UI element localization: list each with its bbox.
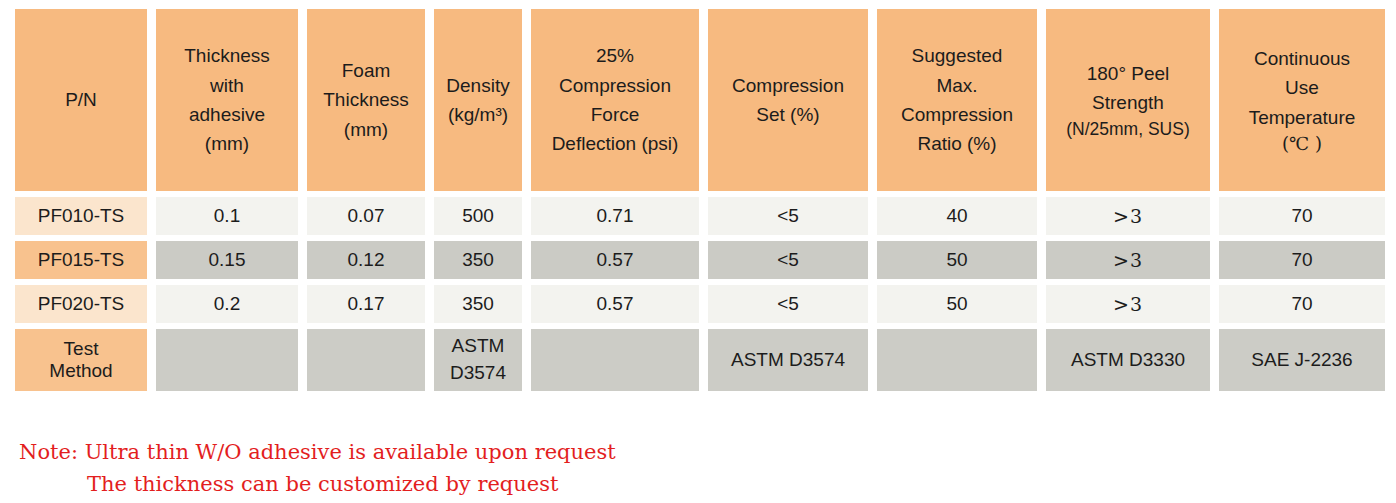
header-label: P/N [65,85,97,114]
cell-value: <5 [777,249,799,271]
test-method-density: ASTM D3574 [434,329,522,391]
row-pf020-foam-thickness: 0.17 [307,285,425,323]
row-pf010-pn-cell: PF010-TS [15,197,147,235]
row-pf015-foam-thickness: 0.12 [307,241,425,279]
cell-value: 0.57 [597,249,634,271]
cell-value: >3 [1113,205,1143,227]
row-pf020-compression-set: <5 [708,285,868,323]
row-pf020-pn-cell: PF020-TS [15,285,147,323]
footnote-line-1: Note: Ultra thin W/O adhesive is availab… [19,436,616,468]
cell-value: >3 [1113,249,1143,271]
row-pf015-peel-strength: >3 [1046,241,1210,279]
cell-value: 40 [946,205,967,227]
header-sublabel: (N/25mm, SUS) [1066,118,1189,142]
footnote-line-2: The thickness can be customized by reque… [19,468,616,500]
header-label: Continuous Use Temperature [1249,44,1356,132]
spec-table: P/N Thickness with adhesive (mm) Foam Th… [15,9,1385,391]
row-pf015-max-compression-ratio: 50 [877,241,1037,279]
cell-value: ASTM D3574 [450,333,506,386]
row-pf015-temperature: 70 [1219,241,1385,279]
cell-value: 0.07 [348,205,385,227]
header-label: 180° Peel Strength [1087,59,1170,118]
header-cell-thickness-with-adhesive: Thickness with adhesive (mm) [156,9,298,191]
header-label: Suggested Max. Compression Ratio (%) [901,41,1013,159]
row-pf010-density: 500 [434,197,522,235]
header-cell-compression-force-deflection: 25% Compression Force Deflection (psi) [531,9,699,191]
row-pf020-temperature: 70 [1219,285,1385,323]
row-pf010-compression-set: <5 [708,197,868,235]
test-method-foam-thickness [307,329,425,391]
row-pf010-cfd: 0.71 [531,197,699,235]
header-label: Foam Thickness (mm) [323,56,409,144]
header-label: Compression Set (%) [732,71,844,130]
test-method-label: Test Method [49,338,112,382]
header-cell-pn: P/N [15,9,147,191]
cell-value: 70 [1291,205,1312,227]
row-pf010-temperature: 70 [1219,197,1385,235]
header-cell-density: Density (kg/m³) [434,9,522,191]
test-method-compression-set: ASTM D3574 [708,329,868,391]
row-pf020-peel-strength: >3 [1046,285,1210,323]
cell-value: 0.17 [348,293,385,315]
cell-value: 350 [462,293,494,315]
cell-value: SAE J-2236 [1251,347,1352,374]
header-label: Density (kg/m³) [446,71,509,130]
header-label: 25% Compression Force Deflection (psi) [552,41,679,159]
test-method-temperature: SAE J-2236 [1219,329,1385,391]
header-cell-continuous-use-temperature: Continuous Use Temperature (℃ ) [1219,9,1385,191]
cell-value: 70 [1291,293,1312,315]
cell-value: >3 [1113,293,1143,315]
row-pf020-density: 350 [434,285,522,323]
row-pf015-density: 350 [434,241,522,279]
header-cell-suggested-max-compression-ratio: Suggested Max. Compression Ratio (%) [877,9,1037,191]
part-number: PF020-TS [38,293,125,315]
row-pf010-foam-thickness: 0.07 [307,197,425,235]
cell-value: 0.2 [214,293,240,315]
header-sublabel: (℃ ) [1282,132,1322,156]
test-method-cfd [531,329,699,391]
cell-value: <5 [777,205,799,227]
cell-value: ASTM D3330 [1071,347,1185,374]
part-number: PF015-TS [38,249,125,271]
row-pf020-cfd: 0.57 [531,285,699,323]
cell-value: 0.15 [209,249,246,271]
row-pf015-pn-cell: PF015-TS [15,241,147,279]
row-pf020-thickness: 0.2 [156,285,298,323]
test-method-max-compression-ratio [877,329,1037,391]
cell-value: 0.71 [597,205,634,227]
header-cell-foam-thickness: Foam Thickness (mm) [307,9,425,191]
cell-value: 0.57 [597,293,634,315]
row-pf015-thickness: 0.15 [156,241,298,279]
row-pf010-peel-strength: >3 [1046,197,1210,235]
cell-value: 500 [462,205,494,227]
row-pf010-max-compression-ratio: 40 [877,197,1037,235]
cell-value: 350 [462,249,494,271]
cell-value: <5 [777,293,799,315]
cell-value: 50 [946,293,967,315]
row-pf015-cfd: 0.57 [531,241,699,279]
header-cell-compression-set: Compression Set (%) [708,9,868,191]
row-pf015-compression-set: <5 [708,241,868,279]
test-method-thickness [156,329,298,391]
cell-value: ASTM D3574 [731,347,845,374]
test-method-label-cell: Test Method [15,329,147,391]
footnote: Note: Ultra thin W/O adhesive is availab… [19,436,616,500]
part-number: PF010-TS [38,205,125,227]
test-method-peel-strength: ASTM D3330 [1046,329,1210,391]
cell-value: 0.12 [348,249,385,271]
header-cell-peel-strength: 180° Peel Strength (N/25mm, SUS) [1046,9,1210,191]
cell-value: 50 [946,249,967,271]
cell-value: 70 [1291,249,1312,271]
cell-value: 0.1 [214,205,240,227]
row-pf010-thickness: 0.1 [156,197,298,235]
header-label: Thickness with adhesive (mm) [184,41,270,159]
row-pf020-max-compression-ratio: 50 [877,285,1037,323]
